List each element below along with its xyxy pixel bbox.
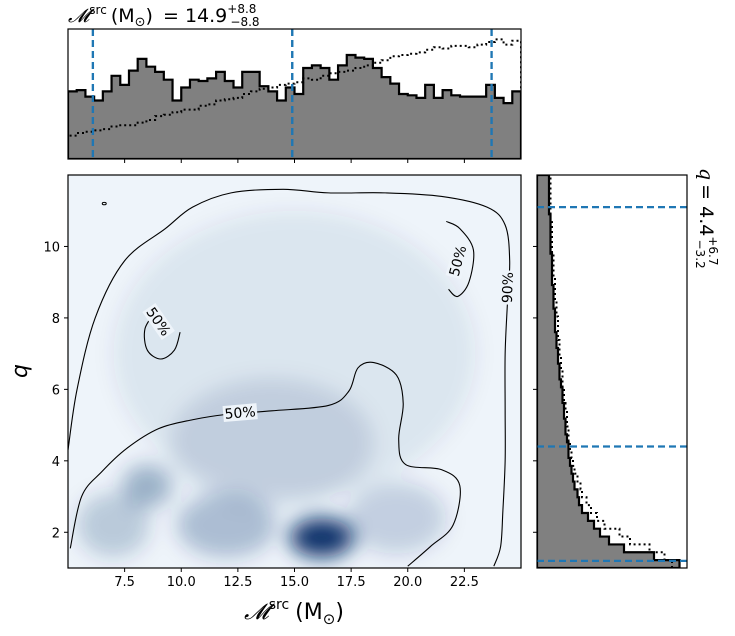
contour-label-mask xyxy=(222,403,258,423)
main-panel-ticks: 7.5 10.0 12.5 15.0 17.5 20.0 22.5 2 4 6 8 10 xyxy=(43,240,478,590)
right-panel-frame xyxy=(536,174,688,569)
x-tick-label: 7.5 xyxy=(114,575,135,590)
contour-label: 50% xyxy=(447,244,471,278)
x-axis-label: 𝓜src (M⊙) xyxy=(244,597,344,628)
y-tick-label: 4 xyxy=(52,455,60,470)
top-panel-ticks xyxy=(124,159,465,163)
contour-50-left xyxy=(143,310,181,360)
density-blob xyxy=(122,464,173,508)
joint-density-panel: 50%50%50%90% 7.5 10.0 12.5 15.0 17.5 20.0 22.5… xyxy=(8,174,522,628)
x-tick-label: 12.5 xyxy=(223,575,252,590)
right-panel-ticks xyxy=(533,245,537,533)
y-tick-label: 10 xyxy=(43,240,60,255)
contour-label: 90% xyxy=(500,272,517,304)
x-tick-label: 10.0 xyxy=(167,575,196,590)
x-tick-label: 15.0 xyxy=(280,575,309,590)
right-histogram-panel: q= 4.4+6.7−3.2 xyxy=(533,168,720,569)
contour-label-mask xyxy=(445,242,470,280)
top-histogram-panel: 𝓜src (M⊙) = 14.9+8.8 −8.8 xyxy=(67,2,522,163)
x-tick-label: 22.5 xyxy=(450,575,479,590)
contour-label-mask xyxy=(142,302,175,340)
right-histogram-dotted xyxy=(537,175,673,568)
contour-50-main xyxy=(69,361,461,567)
density-blob xyxy=(346,482,447,554)
right-histogram-solid xyxy=(537,175,681,568)
top-histogram-solid xyxy=(68,53,521,159)
contour-50-right xyxy=(445,220,475,298)
top-panel-title: 𝓜src (M⊙) = 14.9+8.8 −8.8 xyxy=(68,2,260,30)
density-layer xyxy=(77,210,476,558)
y-tick-label: 2 xyxy=(52,526,60,541)
right-histogram-layer xyxy=(537,175,687,568)
y-tick-label: 8 xyxy=(52,312,60,327)
y-axis-label: q xyxy=(8,364,33,378)
contour-speck xyxy=(101,201,107,206)
x-tick-label: 17.5 xyxy=(337,575,366,590)
contour-label-mask xyxy=(498,270,516,305)
right-panel-title: q= 4.4+6.7−3.2 xyxy=(693,168,720,269)
density-blob xyxy=(289,517,354,558)
contour-90 xyxy=(68,188,511,567)
contour-label: 50% xyxy=(224,404,256,423)
x-tick-label: 20.0 xyxy=(393,575,422,590)
y-tick-label: 6 xyxy=(52,383,60,398)
top-histogram-dotted xyxy=(68,38,521,159)
density-blob xyxy=(77,492,150,558)
top-histogram-layer xyxy=(68,29,521,159)
density-blob xyxy=(113,210,476,497)
density-blob xyxy=(176,492,277,558)
